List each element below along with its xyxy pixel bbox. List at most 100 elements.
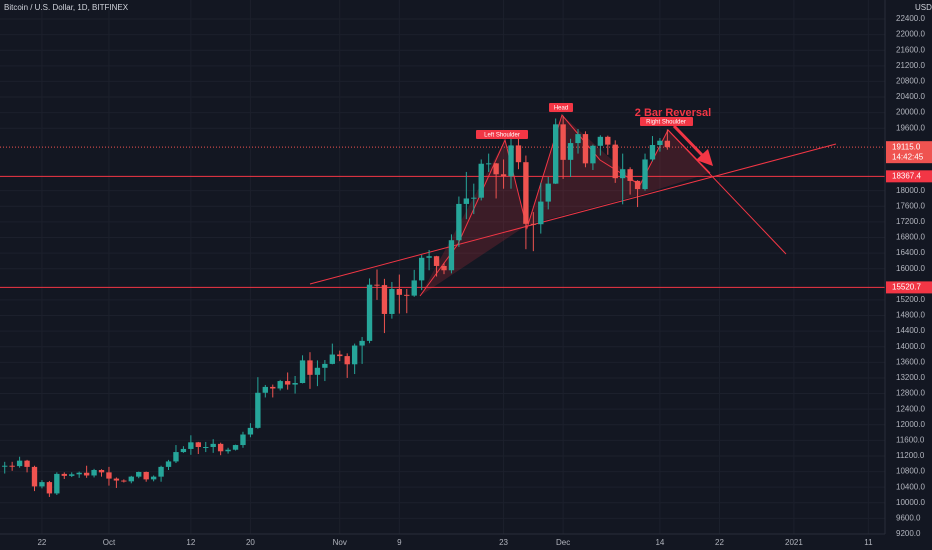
candle-body xyxy=(441,265,447,271)
y-tick-label: 9600.0 xyxy=(896,514,921,523)
candle-body xyxy=(262,386,268,393)
candle-body xyxy=(523,162,529,224)
y-tick-label: 14800.0 xyxy=(896,311,925,320)
y-tick-label: 20000.0 xyxy=(896,108,925,117)
candle-body xyxy=(277,381,283,389)
candle-body xyxy=(24,460,30,467)
candle-body xyxy=(575,134,581,144)
candle-body xyxy=(322,363,328,368)
candle-body xyxy=(515,145,522,163)
candle-body xyxy=(553,124,559,184)
candle-body xyxy=(590,145,596,164)
candle-body xyxy=(344,356,350,365)
y-tick-label: 20400.0 xyxy=(896,92,925,101)
candle-body xyxy=(69,474,75,476)
pattern-fill xyxy=(420,115,710,296)
candle-body xyxy=(292,383,298,385)
y-tick-label: 22400.0 xyxy=(896,14,925,23)
candle-body xyxy=(83,472,90,476)
price-line-label: 15520.7 xyxy=(892,283,921,292)
candle-body xyxy=(240,434,246,446)
candle-body xyxy=(478,163,484,198)
currency-label: USD xyxy=(915,3,932,12)
x-tick-label: 20 xyxy=(246,538,255,547)
candle-body xyxy=(9,465,15,467)
y-tick-label: 11600.0 xyxy=(896,435,925,444)
candle-body xyxy=(16,460,23,467)
candle-body xyxy=(225,449,231,452)
candle-body xyxy=(433,256,440,266)
candle-body xyxy=(113,478,120,481)
countdown-label: 14:42:45 xyxy=(892,152,924,161)
y-tick-label: 14000.0 xyxy=(896,342,925,351)
candle-body xyxy=(538,201,544,225)
x-tick-label: 11 xyxy=(864,538,873,547)
candle-body xyxy=(649,145,656,160)
candle-body xyxy=(508,145,514,177)
candle-body xyxy=(366,284,373,341)
candle-body xyxy=(530,223,537,225)
candle-body xyxy=(657,140,663,146)
left-shoulder-tag xyxy=(476,130,528,139)
last-price-box xyxy=(886,141,932,164)
x-tick-label: 23 xyxy=(499,538,508,547)
y-tick-label: 13600.0 xyxy=(896,357,925,366)
candle-body xyxy=(404,294,410,296)
y-tick-label: 10000.0 xyxy=(896,498,925,507)
right-shoulder-tag xyxy=(640,117,693,126)
candle-body xyxy=(188,442,194,449)
candle-body xyxy=(605,136,611,145)
candle-body xyxy=(620,169,626,179)
candle-body xyxy=(180,448,187,453)
candle-body xyxy=(106,472,112,479)
x-tick-label: Nov xyxy=(333,538,347,547)
y-tick-label: 15200.0 xyxy=(896,295,925,304)
candle-body xyxy=(98,470,105,473)
candle-body xyxy=(195,442,201,447)
y-tick-label: 12400.0 xyxy=(896,404,925,413)
candles xyxy=(2,115,671,497)
arrow-head xyxy=(696,149,713,166)
candle-body xyxy=(485,163,492,165)
right-shoulder-label: Right Shoulder xyxy=(646,120,686,126)
candle-body xyxy=(128,476,134,482)
candle-body xyxy=(255,392,261,428)
candle-body xyxy=(76,472,82,475)
candle-body xyxy=(642,159,648,190)
candle-body xyxy=(307,360,313,375)
y-tick-label: 17600.0 xyxy=(896,201,925,210)
candle-body xyxy=(299,360,306,384)
candle-body xyxy=(337,354,343,357)
candle-body xyxy=(545,183,551,202)
candle-body xyxy=(597,136,604,146)
target-line xyxy=(667,129,787,255)
candle-body xyxy=(232,445,239,450)
y-tick-label: 10800.0 xyxy=(896,467,925,476)
candle-body xyxy=(121,480,127,482)
candle-body xyxy=(560,124,566,160)
price-line-label: 18367.4 xyxy=(892,171,921,180)
candle-body xyxy=(664,140,671,148)
candle-body xyxy=(374,284,380,286)
candle-body xyxy=(203,446,209,448)
y-tick-label: 22000.0 xyxy=(896,30,925,39)
candle-body xyxy=(456,203,462,241)
candle-body xyxy=(351,345,358,365)
candle-body xyxy=(31,466,38,487)
last-price-label: 19115.0 xyxy=(892,142,921,151)
candle-body xyxy=(396,288,403,295)
y-tick-label: 11200.0 xyxy=(896,451,925,460)
candle-body xyxy=(359,340,365,346)
candle-body xyxy=(500,174,507,177)
candle-body xyxy=(418,257,425,281)
head-label: Head xyxy=(554,106,568,112)
price-axis xyxy=(885,0,932,550)
candle-body xyxy=(158,466,164,477)
candle-body xyxy=(389,288,395,314)
y-tick-label: 12000.0 xyxy=(896,420,925,429)
head-tag xyxy=(549,103,573,112)
x-tick-label: Dec xyxy=(556,538,570,547)
